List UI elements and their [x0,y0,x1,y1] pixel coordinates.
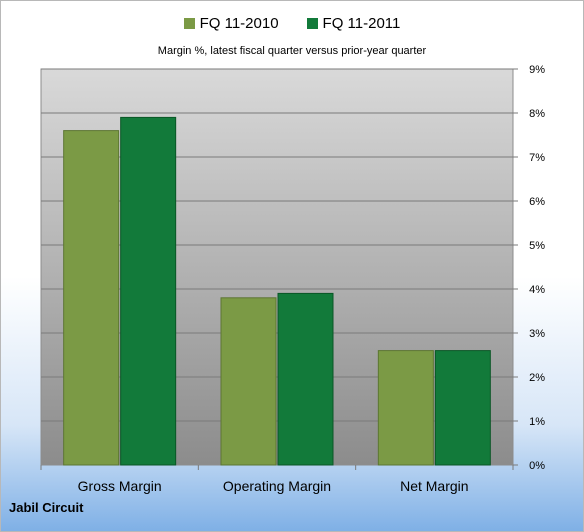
y-tick-label: 1% [529,416,545,428]
legend-label-series-2: FQ 11-2011 [322,15,401,32]
y-tick-label: 5% [529,240,545,252]
y-tick-label: 0% [529,460,545,472]
x-category-label: Operating Margin [223,478,331,494]
bar-1 [377,350,434,466]
y-tick-label: 9% [529,64,545,76]
y-tick-label: 6% [529,196,545,208]
bar-2 [434,350,491,466]
y-tick-label: 8% [529,108,545,120]
plot-area [40,68,514,466]
legend-swatch-series-1 [183,18,195,29]
legend-item-series-1: FQ 11-2010 [183,15,279,32]
y-tick-label: 7% [529,152,545,164]
bar-2 [277,292,334,466]
y-tick-label: 4% [529,284,545,296]
legend: FQ 11-2010 FQ 11-2011 [1,15,583,32]
y-tick-label: 3% [529,328,545,340]
company-label: Jabil Circuit [9,500,84,515]
bar-1 [63,130,120,466]
y-tick-label: 2% [529,372,545,384]
bar-1 [220,297,277,466]
x-category-label: Gross Margin [78,478,162,494]
legend-swatch-series-2 [306,18,318,29]
bar-2 [120,116,177,466]
chart-subtitle: Margin %, latest fiscal quarter versus p… [157,45,427,57]
x-category-label: Net Margin [400,478,468,494]
legend-label-series-1: FQ 11-2010 [199,15,279,32]
legend-item-series-2: FQ 11-2011 [306,15,401,32]
